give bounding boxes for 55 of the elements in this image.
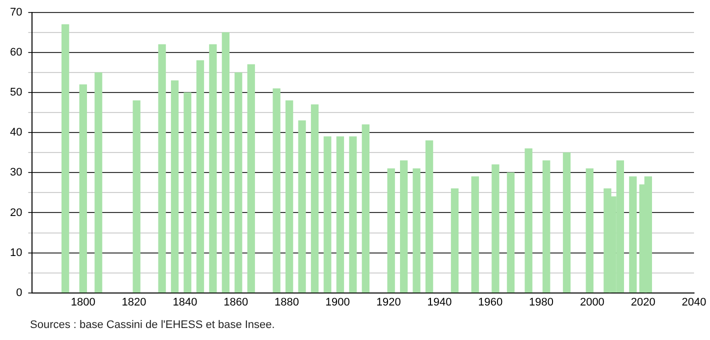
bar bbox=[170, 80, 179, 293]
bar bbox=[247, 64, 255, 293]
bar bbox=[471, 176, 479, 293]
bar bbox=[400, 160, 408, 293]
bar bbox=[184, 92, 192, 293]
x-tick-label: 1920 bbox=[376, 296, 401, 308]
bar bbox=[562, 152, 571, 293]
bar bbox=[196, 60, 204, 293]
bar bbox=[298, 120, 306, 293]
bar bbox=[450, 188, 459, 293]
y-tick-label: 60 bbox=[10, 46, 22, 59]
x-tick-label: 1900 bbox=[325, 296, 350, 308]
x-tick-label: 1980 bbox=[529, 296, 554, 308]
bar bbox=[234, 72, 242, 293]
bar bbox=[158, 44, 166, 293]
y-tick-label: 40 bbox=[10, 126, 22, 139]
bar bbox=[629, 176, 637, 293]
bar bbox=[336, 136, 344, 293]
y-tick-label: 50 bbox=[10, 86, 22, 99]
bar bbox=[412, 168, 420, 293]
x-tick-label: 2020 bbox=[630, 296, 656, 308]
y-tick-label: 30 bbox=[10, 166, 22, 179]
bar bbox=[222, 32, 230, 293]
bar bbox=[61, 24, 70, 293]
x-tick-label: 1840 bbox=[172, 296, 198, 308]
bar bbox=[79, 84, 87, 293]
y-tick-label: 10 bbox=[10, 246, 22, 259]
x-tick-label: 1940 bbox=[427, 296, 452, 308]
bar bbox=[542, 160, 550, 293]
bar bbox=[524, 148, 532, 293]
x-tick-label: 2040 bbox=[682, 296, 706, 308]
bar bbox=[310, 104, 319, 293]
bar bbox=[349, 136, 357, 293]
y-tick-label: 70 bbox=[10, 6, 22, 19]
bar bbox=[94, 72, 102, 293]
bar bbox=[492, 164, 500, 293]
x-tick-label: 2000 bbox=[580, 296, 604, 308]
bar bbox=[132, 100, 140, 293]
bar bbox=[586, 168, 594, 293]
bar bbox=[387, 168, 395, 293]
x-tick-label: 1820 bbox=[122, 296, 146, 308]
y-tick-label: 0 bbox=[16, 286, 22, 299]
y-tick-label: 20 bbox=[10, 206, 22, 219]
bar bbox=[272, 88, 280, 293]
bar bbox=[362, 124, 370, 293]
x-tick-label: 1800 bbox=[70, 296, 96, 308]
bar bbox=[324, 136, 332, 293]
x-tick-label: 1860 bbox=[224, 296, 248, 308]
source-note: Sources : base Cassini de l'EHESS et base Insee. bbox=[30, 319, 275, 331]
bar bbox=[506, 172, 515, 293]
x-tick-label: 1880 bbox=[274, 296, 299, 308]
bar bbox=[425, 140, 434, 293]
bar bbox=[209, 44, 217, 293]
x-tick-label: 1960 bbox=[478, 296, 503, 308]
bar bbox=[285, 100, 294, 293]
